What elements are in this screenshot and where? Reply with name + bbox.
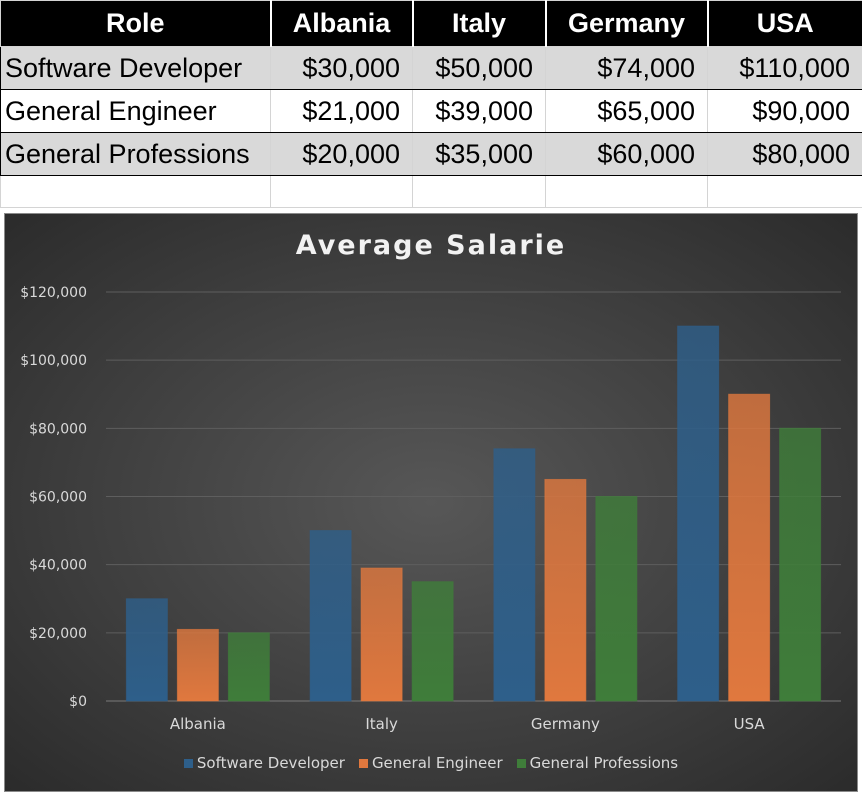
- y-tick-label: $20,000: [29, 626, 87, 642]
- bar: [544, 478, 587, 702]
- table-cell[interactable]: $110,000: [707, 46, 862, 90]
- chart-title: Average Salarie: [295, 230, 567, 261]
- table-cell[interactable]: $20,000: [270, 132, 413, 176]
- table-cell[interactable]: $21,000: [270, 89, 413, 133]
- legend-label: General Engineer: [371, 754, 503, 772]
- bar: [309, 530, 352, 702]
- empty-row: [0, 175, 862, 208]
- bar: [411, 581, 454, 702]
- sheet-gutter: [0, 213, 4, 794]
- table-header-row: Role Albania Italy Germany USA: [0, 0, 862, 47]
- table-cell[interactable]: $35,000: [412, 132, 546, 176]
- bar: [360, 567, 403, 702]
- header-italy[interactable]: Italy: [412, 0, 547, 47]
- chart-plot: $0 $20,000 $40,000 $60,000 $80,000 $100,000 $1…: [20, 285, 841, 733]
- table-cell[interactable]: $60,000: [545, 132, 708, 176]
- table-cell[interactable]: General Professions: [0, 132, 271, 176]
- bar: [227, 632, 270, 702]
- x-tick-label: Albania: [170, 715, 226, 733]
- table-cell[interactable]: Software Developer: [0, 46, 271, 90]
- y-tick-label: $0: [69, 694, 87, 710]
- x-tick-label: Italy: [365, 715, 398, 733]
- header-albania[interactable]: Albania: [270, 0, 414, 47]
- table-cell[interactable]: $30,000: [270, 46, 413, 90]
- bar: [779, 427, 822, 702]
- bar: [728, 393, 771, 702]
- legend-swatch: [183, 758, 193, 768]
- legend-swatch: [516, 758, 526, 768]
- y-tick-label: $120,000: [20, 285, 87, 301]
- y-tick-label: $80,000: [29, 421, 87, 437]
- bar: [595, 496, 638, 702]
- bar: [493, 448, 536, 702]
- header-role[interactable]: Role: [0, 0, 272, 47]
- table-cell[interactable]: General Engineer: [0, 89, 271, 133]
- empty-cell[interactable]: [545, 175, 708, 208]
- legend-label: Software Developer: [196, 754, 345, 772]
- table-cell[interactable]: $65,000: [545, 89, 708, 133]
- y-tick-label: $60,000: [29, 490, 87, 506]
- header-usa[interactable]: USA: [707, 0, 862, 47]
- salary-chart[interactable]: $0 $20,000 $40,000 $60,000 $80,000 $100,000 $1…: [4, 213, 858, 792]
- bar: [125, 598, 168, 702]
- table-row: General Professions $20,000 $35,000 $60,…: [0, 132, 862, 176]
- bar: [176, 628, 219, 702]
- empty-cell[interactable]: [270, 175, 413, 208]
- legend-item: Software Developer: [183, 754, 345, 772]
- legend-item: General Professions: [516, 754, 679, 772]
- table-cell[interactable]: $80,000: [707, 132, 862, 176]
- salary-table: Role Albania Italy Germany USA Software …: [0, 0, 862, 208]
- table-cell[interactable]: $90,000: [707, 89, 862, 133]
- table-cell[interactable]: $74,000: [545, 46, 708, 90]
- table-cell[interactable]: $50,000: [412, 46, 546, 90]
- table-row: General Engineer $21,000 $39,000 $65,000…: [0, 89, 862, 133]
- empty-cell[interactable]: [412, 175, 546, 208]
- table-row: Software Developer $30,000 $50,000 $74,0…: [0, 46, 862, 90]
- chart-legend: Software Developer General Engineer Genera…: [5, 754, 857, 772]
- legend-label: General Professions: [529, 754, 679, 772]
- table-cell[interactable]: $39,000: [412, 89, 546, 133]
- header-germany[interactable]: Germany: [545, 0, 709, 47]
- y-tick-label: $100,000: [20, 353, 87, 369]
- bar: [677, 325, 720, 702]
- legend-swatch: [358, 758, 368, 768]
- x-tick-label: Germany: [531, 715, 600, 733]
- y-tick-label: $40,000: [29, 558, 87, 574]
- x-tick-label: USA: [734, 715, 766, 733]
- legend-item: General Engineer: [358, 754, 503, 772]
- empty-cell[interactable]: [0, 175, 271, 208]
- empty-cell[interactable]: [707, 175, 862, 208]
